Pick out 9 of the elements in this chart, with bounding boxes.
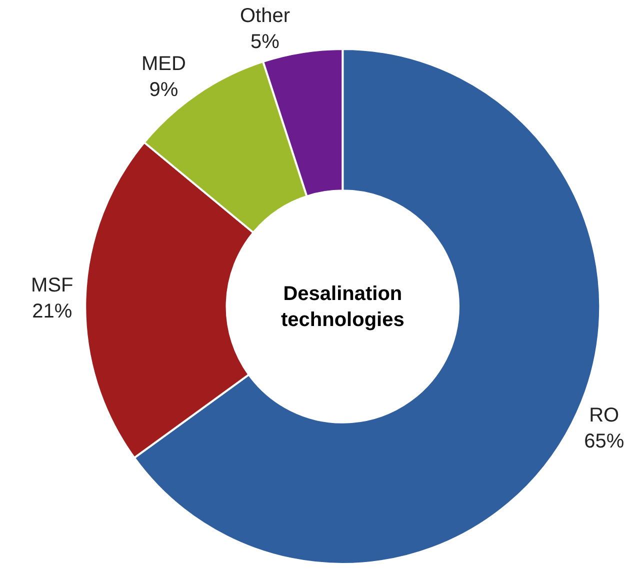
data-label: 5%: [250, 30, 280, 53]
data-label: 21%: [32, 300, 72, 322]
data-label: 65%: [584, 430, 624, 452]
slice-label: RO: [589, 404, 620, 426]
data-label: 9%: [149, 79, 178, 102]
slice-label: Other: [240, 4, 290, 27]
slice-label: MSF: [31, 274, 74, 296]
text: Desalination technologies: [281, 283, 404, 331]
slice-label: MED: [141, 53, 186, 76]
